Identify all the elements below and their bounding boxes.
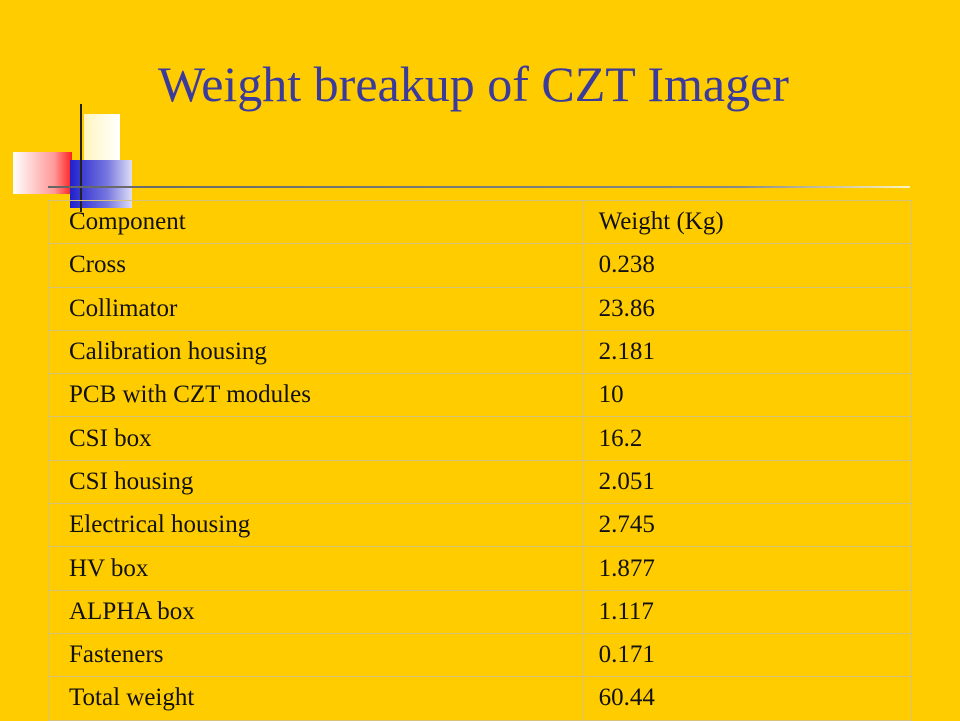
slide-title: Weight breakup of CZT Imager — [158, 56, 789, 112]
component-cell: Collimator — [48, 286, 583, 331]
component-cell: Calibration housing — [48, 329, 583, 375]
component-cell: PCB with CZT modules — [48, 373, 583, 418]
table-row-total: Total weight 60.44 — [48, 676, 913, 721]
weight-cell: 0.171 — [581, 632, 913, 678]
table-row: CSI housing 2.051 — [48, 459, 913, 505]
table-row: Electrical housing 2.745 — [48, 503, 913, 548]
table-row: PCB with CZT modules 10 — [48, 373, 913, 418]
table-row: CSI box 16.2 — [48, 416, 913, 461]
weight-cell: 2.051 — [581, 459, 913, 505]
header-component: Component — [48, 199, 583, 245]
weight-cell: 2.181 — [581, 329, 913, 375]
weight-cell: 1.117 — [581, 589, 913, 634]
component-cell: Total weight — [48, 676, 583, 721]
component-cell: CSI housing — [48, 459, 583, 505]
component-cell: Fasteners — [48, 632, 583, 678]
table-header-row: Component Weight (Kg) — [48, 199, 913, 245]
table-row: Calibration housing 2.181 — [48, 329, 913, 375]
component-cell: CSI box — [48, 416, 583, 461]
weight-cell: 60.44 — [581, 676, 913, 721]
weight-table: Component Weight (Kg) Cross 0.238 Collim… — [48, 199, 913, 721]
weight-cell: 1.877 — [581, 546, 913, 591]
weight-cell: 2.745 — [581, 503, 913, 548]
table-row: Cross 0.238 — [48, 243, 913, 288]
table-row: Fasteners 0.171 — [48, 632, 913, 678]
title-underline — [48, 186, 910, 188]
weight-cell: 0.238 — [581, 243, 913, 288]
weight-cell: 23.86 — [581, 286, 913, 331]
table-row: ALPHA box 1.117 — [48, 589, 913, 634]
component-cell: Cross — [48, 243, 583, 288]
table-row: HV box 1.877 — [48, 546, 913, 591]
weight-cell: 10 — [581, 373, 913, 418]
weight-cell: 16.2 — [581, 416, 913, 461]
decor-vertical-line — [80, 104, 82, 212]
header-weight: Weight (Kg) — [581, 199, 913, 245]
table-row: Collimator 23.86 — [48, 286, 913, 331]
component-cell: HV box — [48, 546, 583, 591]
component-cell: ALPHA box — [48, 589, 583, 634]
component-cell: Electrical housing — [48, 503, 583, 548]
slide-decoration — [0, 0, 960, 220]
